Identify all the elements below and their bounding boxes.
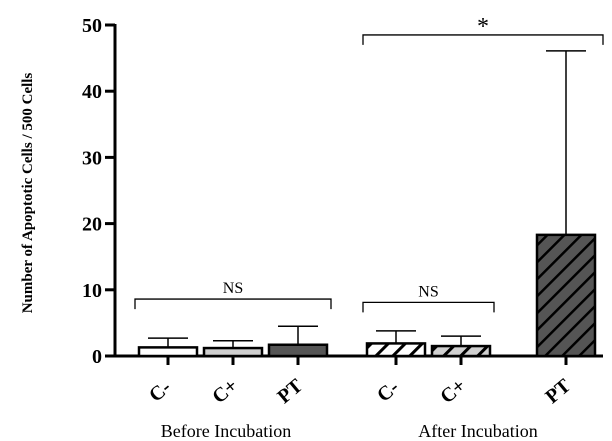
x-tick-label: C+ xyxy=(208,375,242,408)
y-tick-label: 40 xyxy=(82,81,102,103)
x-tick-label: C- xyxy=(373,376,403,406)
group-labels: Before Incubation After Incubation xyxy=(161,421,538,441)
significance-bracket xyxy=(362,34,604,45)
significance-star: * xyxy=(477,14,489,40)
bar-cminus-before xyxy=(137,346,199,358)
bar-cplus-before xyxy=(202,346,264,358)
x-tick-label: C+ xyxy=(436,375,470,408)
x-tick-label: C- xyxy=(145,376,175,406)
y-axis-label: Number of Apoptotic Cells / 500 Cells xyxy=(20,73,36,314)
y-axis: 0 10 20 30 40 50 xyxy=(82,15,117,368)
bars xyxy=(137,233,597,358)
significance-ns-label: NS xyxy=(223,280,243,297)
error-bars xyxy=(148,50,586,349)
group-label: After Incubation xyxy=(418,421,537,441)
significance-bracket xyxy=(362,301,495,313)
y-tick-label: 10 xyxy=(82,280,102,302)
group-label: Before Incubation xyxy=(161,421,291,441)
bar-cminus-after xyxy=(365,342,427,358)
x-axis xyxy=(113,354,603,365)
bar-pt-after xyxy=(535,233,597,358)
y-tick-label: 20 xyxy=(82,214,102,236)
y-tick-label: 0 xyxy=(92,346,102,368)
x-tick-label: PT xyxy=(273,374,307,408)
significance-ns-label: NS xyxy=(418,283,438,300)
y-tick-label: 50 xyxy=(82,15,102,37)
bar-pt-before xyxy=(267,343,329,358)
x-tick-labels: C- C+ PT C- C+ PT xyxy=(145,374,576,408)
significance-bracket xyxy=(134,298,332,310)
significance-brackets: NS NS * xyxy=(134,14,604,313)
x-tick-label: PT xyxy=(541,374,575,408)
y-tick-label: 30 xyxy=(82,147,102,169)
bar-cplus-after xyxy=(430,344,492,358)
